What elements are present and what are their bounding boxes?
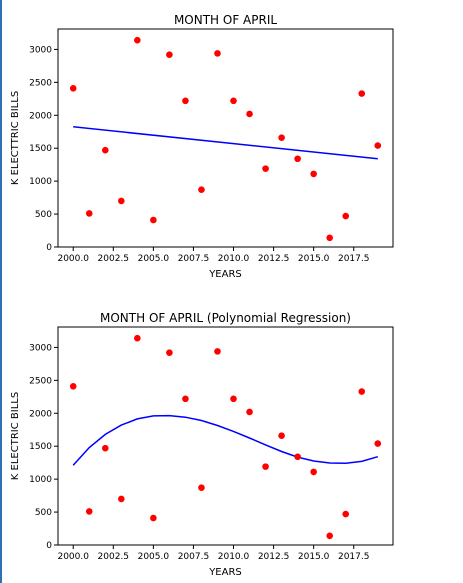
chart-title: MONTH OF APRIL <box>174 13 277 27</box>
x-tick-label: 2012.5 <box>258 552 290 562</box>
data-point <box>374 142 382 149</box>
y-tick-label: 2000 <box>29 409 52 419</box>
data-point <box>358 90 366 97</box>
data-point <box>69 84 77 92</box>
axis-ticks: 2000.0 2002.5 2005.0 2007.5 2010.0 2012.5 2015… <box>29 45 369 264</box>
data-marks <box>69 36 382 242</box>
data-point <box>278 134 285 141</box>
y-tick-label: 0 <box>46 541 52 551</box>
x-tick-label: 2002.5 <box>98 254 130 264</box>
x-tick-label: 2015.0 <box>298 254 330 264</box>
y-tick-label: 2000 <box>29 111 52 121</box>
y-axis-label: K ELECTTRIC BILLS <box>10 91 21 185</box>
data-point <box>230 97 237 105</box>
data-point <box>182 97 189 105</box>
y-tick-label: 1000 <box>29 177 52 187</box>
data-point <box>278 432 285 439</box>
x-tick-label: 2017.5 <box>338 254 370 264</box>
data-point <box>166 51 173 58</box>
data-point <box>214 348 221 355</box>
x-tick-label: 2000.0 <box>57 254 89 264</box>
x-axis-label: YEARS <box>208 269 242 280</box>
y-tick-label: 2500 <box>29 376 52 386</box>
x-tick-label: 2010.0 <box>218 552 250 562</box>
data-point <box>342 510 350 518</box>
x-tick-label: 2017.5 <box>338 552 370 562</box>
y-axis-label: K ELECTRIC BILLS <box>10 392 21 480</box>
x-tick-label: 2015.0 <box>298 552 330 562</box>
data-point <box>101 146 109 154</box>
data-point <box>342 212 350 220</box>
data-point <box>326 532 333 540</box>
x-tick-label: 2012.5 <box>258 254 290 264</box>
y-tick-label: 2500 <box>29 78 52 88</box>
data-point <box>182 395 189 403</box>
data-point <box>214 50 221 57</box>
x-tick-label: 2005.0 <box>138 254 170 264</box>
regression-line <box>72 414 379 466</box>
data-point <box>374 440 382 447</box>
regression-line <box>73 126 378 160</box>
x-tick-label: 2000.0 <box>57 552 89 562</box>
y-tick-label: 3000 <box>29 343 52 353</box>
x-tick-label: 2005.0 <box>138 552 170 562</box>
plot-area-frame <box>57 326 394 546</box>
data-marks <box>69 334 382 540</box>
data-point <box>69 382 77 390</box>
y-tick-label: 1000 <box>29 475 52 485</box>
data-point <box>118 197 125 205</box>
y-tick-label: 500 <box>35 210 52 220</box>
data-point <box>294 453 301 461</box>
data-point <box>118 495 125 503</box>
y-tick-label: 1500 <box>29 144 52 154</box>
data-point <box>310 170 317 178</box>
chart-top: MONTH OF APRIL YEARS K ELECTTRIC BILLS 2… <box>10 13 394 280</box>
data-point <box>358 388 366 395</box>
data-point <box>294 155 301 163</box>
data-point <box>262 165 269 172</box>
data-point <box>85 508 93 515</box>
x-tick-label: 2010.0 <box>218 254 250 264</box>
x-tick-label: 2007.5 <box>178 254 210 264</box>
data-point <box>310 468 317 476</box>
data-point <box>198 484 205 492</box>
y-tick-label: 0 <box>46 243 52 253</box>
axis-ticks: 2000.0 2002.5 2005.0 2007.5 2010.0 2012.5 2015… <box>29 343 369 562</box>
data-point <box>101 444 109 452</box>
y-tick-label: 500 <box>35 508 52 518</box>
data-point <box>198 186 205 194</box>
data-point <box>246 408 253 416</box>
chart-title: MONTH OF APRIL (Polynomial Regression) <box>100 311 351 325</box>
y-tick-label: 1500 <box>29 442 52 452</box>
data-point <box>150 514 157 522</box>
data-point <box>230 395 237 403</box>
y-tick-label: 3000 <box>29 45 52 55</box>
x-tick-label: 2002.5 <box>98 552 130 562</box>
window-left-edge <box>0 0 2 583</box>
plot-area-frame <box>57 28 394 248</box>
x-tick-label: 2007.5 <box>178 552 210 562</box>
data-point <box>326 234 333 242</box>
chart-bottom: MONTH OF APRIL (Polynomial Regression) Y… <box>10 311 394 578</box>
data-point <box>150 216 157 224</box>
data-point <box>134 36 141 44</box>
data-point <box>134 334 141 342</box>
data-point <box>262 463 269 470</box>
data-point <box>246 110 253 118</box>
data-point <box>166 349 173 356</box>
data-point <box>85 210 93 217</box>
x-axis-label: YEARS <box>208 567 242 578</box>
